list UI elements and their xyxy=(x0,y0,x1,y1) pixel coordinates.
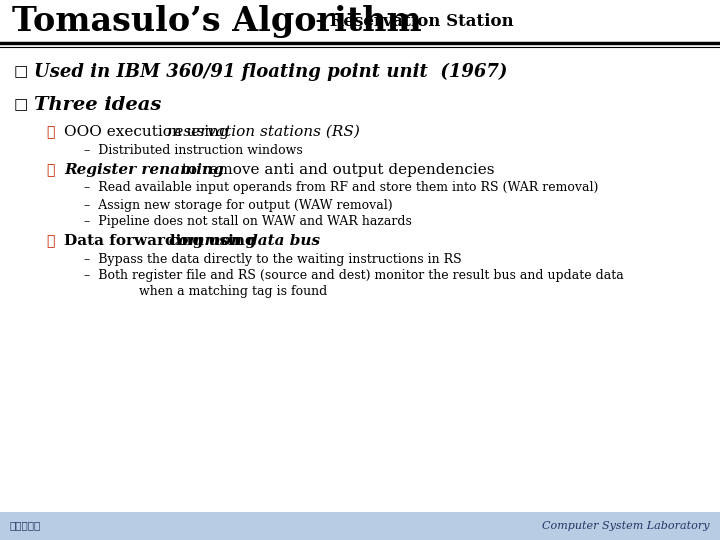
Text: –  Pipeline does not stall on WAW and WAR hazards: – Pipeline does not stall on WAW and WAR… xyxy=(84,215,412,228)
Text: Tomasulo’s Algorithm: Tomasulo’s Algorithm xyxy=(12,5,422,38)
Text: –  Read available input operands from RF and store them into RS (WAR removal): – Read available input operands from RF … xyxy=(84,181,598,194)
Text: OOO execution using: OOO execution using xyxy=(64,125,233,139)
Text: □: □ xyxy=(14,98,28,112)
Text: –  Both register file and RS (source and dest) monitor the result bus and update: – Both register file and RS (source and … xyxy=(84,269,624,282)
Text: Data forwarding using: Data forwarding using xyxy=(64,234,261,248)
Text: □: □ xyxy=(14,65,28,79)
Text: ⑦: ⑦ xyxy=(46,234,55,248)
Text: ⑦: ⑦ xyxy=(46,125,55,139)
Text: to remove anti and output dependencies: to remove anti and output dependencies xyxy=(177,163,495,177)
Text: Computer System Laboratory: Computer System Laboratory xyxy=(542,521,710,531)
Text: 高麗大學校: 高麗大學校 xyxy=(10,522,41,530)
Text: Register renaming: Register renaming xyxy=(64,163,224,177)
Bar xyxy=(0,512,720,540)
Text: –  Bypass the data directly to the waiting instructions in RS: – Bypass the data directly to the waitin… xyxy=(84,253,462,266)
Text: – Reservation Station: – Reservation Station xyxy=(310,14,513,30)
Text: Used in IBM 360/91 floating point unit  (1967): Used in IBM 360/91 floating point unit (… xyxy=(34,63,508,81)
Text: –  Assign new storage for output (WAW removal): – Assign new storage for output (WAW rem… xyxy=(84,199,392,212)
Text: common data bus: common data bus xyxy=(169,234,320,248)
Text: reservation stations (RS): reservation stations (RS) xyxy=(167,125,360,139)
Text: ⑦: ⑦ xyxy=(46,163,55,177)
Text: when a matching tag is found: when a matching tag is found xyxy=(139,285,328,298)
Text: –  Distributed instruction windows: – Distributed instruction windows xyxy=(84,144,302,157)
Text: Three ideas: Three ideas xyxy=(34,96,161,114)
